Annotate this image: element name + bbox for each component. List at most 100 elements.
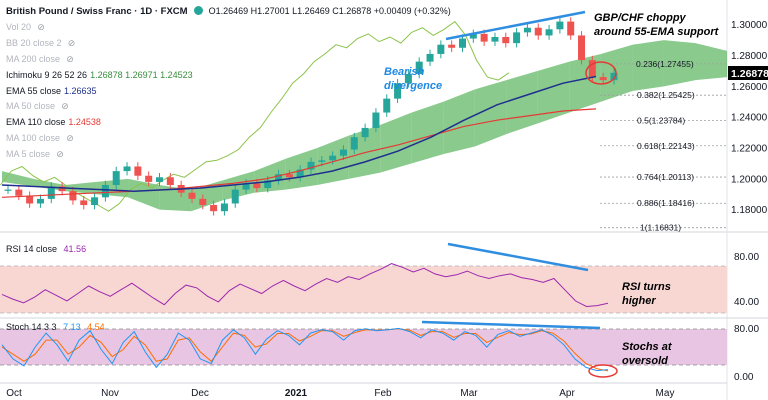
legend-header: British Pound / Swiss Franc · 1D · FXCM … (6, 4, 451, 20)
rsi-title[interactable]: RSI 14 close (6, 244, 58, 254)
candle-body (415, 61, 423, 74)
time-axis[interactable]: Oct Nov Dec 2021 Feb Mar Apr May (0, 382, 727, 399)
candle-body (513, 32, 521, 44)
candle-body (459, 38, 466, 48)
legend-row[interactable]: MA 200 close ⊘ (6, 52, 451, 68)
indicator-list: Vol 20 ⊘ BB 20 close 2 ⊘ MA 200 close ⊘ Ichimo… (6, 20, 451, 163)
candle-body (491, 36, 499, 42)
stoch-trendline (421, 320, 601, 330)
cloud-bull-segment (128, 178, 160, 210)
rsi-path (1, 263, 609, 308)
stoch-tick-80: 80.00 (734, 324, 759, 335)
rsi-tick-40: 40.00 (734, 297, 759, 308)
eye-off-icon[interactable]: ⊘ (61, 101, 69, 112)
legend-row[interactable]: MA 50 close ⊘ (6, 99, 451, 115)
candle-body (253, 183, 261, 189)
stoch-k-value: 7.13 (63, 322, 81, 332)
indicator-name: MA 50 close (6, 101, 56, 112)
last-price-tag (728, 66, 768, 80)
fib-label-0.236: 0.236(1.27455) (636, 59, 694, 69)
last-price-label: 1.26878 (731, 68, 768, 80)
chikou-line (0, 20, 510, 212)
legend: British Pound / Swiss Franc · 1D · FXCM … (6, 4, 451, 163)
candle-body (231, 189, 239, 204)
candle-body (69, 191, 77, 201)
candle-body (339, 149, 347, 156)
candle-body (188, 192, 196, 199)
stoch-d-value: 4.54 (87, 322, 105, 332)
candle-body (556, 21, 564, 30)
candle-body (383, 98, 391, 113)
stoch-circle (588, 364, 618, 378)
legend-row[interactable]: BB 20 close 2 ⊘ (6, 36, 451, 52)
candle-body (220, 203, 228, 212)
indicator-name: Vol 20 (6, 21, 32, 32)
candle-body (502, 36, 510, 44)
fib-label-0.886: 0.886(1.18416) (637, 198, 695, 208)
indicator-name: MA 5 close (6, 149, 51, 160)
legend-row[interactable]: Ichimoku 9 26 52 26 1.26878 1.26971 1.245… (6, 68, 451, 84)
price-trendline (445, 10, 586, 41)
annotation-divergence-1: Bearish (384, 66, 425, 78)
annotation-main-2: around 55-EMA support (594, 26, 720, 38)
cloud-bull-segment (632, 40, 664, 91)
rsi-band (0, 266, 727, 313)
candle-body (145, 175, 153, 182)
indicator-name: Ichimoku 9 26 52 26 (6, 69, 88, 80)
price-tick: 1.24000 (731, 113, 768, 124)
time-tick: Mar (460, 388, 478, 399)
legend-row[interactable]: EMA 55 close 1.26635 (6, 84, 451, 100)
eye-off-icon[interactable]: ⊘ (66, 133, 74, 144)
candle-body (426, 53, 434, 62)
candle-body (26, 195, 34, 204)
annotation-rsi-2: higher (622, 295, 656, 307)
candle-body (134, 166, 142, 176)
rsi-trendline (447, 242, 589, 272)
candle-body (91, 197, 99, 206)
indicator-value: 1.26635 (64, 85, 97, 96)
stoch-title[interactable]: Stoch 14 3 3 (6, 322, 57, 332)
time-tick: Nov (101, 388, 119, 399)
candle-body (610, 72, 618, 81)
legend-row[interactable]: MA 5 close ⊘ (6, 147, 451, 163)
price-tick: 1.18000 (731, 205, 768, 216)
rsi-panel[interactable]: 80.00 40.00 RSI turns higher (0, 242, 768, 319)
time-tick: Feb (374, 388, 392, 399)
candle-body (394, 83, 402, 99)
price-axis[interactable]: 1.30000 1.28000 1.26000 1.24000 1.22000 1.200… (731, 20, 768, 216)
eye-off-icon[interactable]: ⊘ (66, 53, 74, 64)
symbol-title[interactable]: British Pound / Swiss Franc · 1D · FXCM (6, 6, 188, 17)
candle-body (112, 171, 120, 185)
rsi-value: 41.56 (63, 244, 87, 254)
cloud-bull-segment (506, 70, 538, 135)
candle-body (329, 155, 337, 161)
support-circle (585, 61, 617, 85)
chikou-span (0, 20, 510, 212)
legend-row[interactable]: EMA 110 close 1.24538 (6, 115, 451, 131)
legend-row[interactable]: Vol 20 ⊘ (6, 20, 451, 36)
fib-label-0.764: 0.764(1.20113) (637, 172, 694, 182)
eye-off-icon[interactable]: ⊘ (56, 149, 64, 160)
candle-body (47, 186, 55, 199)
candle-body (166, 177, 174, 185)
cloud-bull-segment (474, 80, 507, 147)
stoch-legend: Stoch 14 3 3 7.13 4.54 (6, 322, 105, 332)
candle-body (578, 35, 586, 61)
ema110-line (1, 108, 597, 198)
candle-body (210, 205, 218, 212)
legend-row[interactable]: MA 100 close ⊘ (6, 131, 451, 147)
eye-off-icon[interactable]: ⊘ (67, 37, 76, 48)
indicator-name: MA 100 close (6, 133, 61, 144)
stoch-panel[interactable]: 80.00 0.00 Stochs at oversold (0, 320, 759, 383)
candle-body (275, 174, 283, 181)
time-tick: Dec (191, 388, 209, 399)
candle-body (599, 77, 607, 81)
fibonacci-levels: 0.236(1.27455) 0.382(1.25425) 0.5(1.23784)… (600, 59, 727, 233)
candle-body (15, 189, 23, 196)
eye-off-icon[interactable]: ⊘ (37, 21, 45, 32)
candle-body (404, 73, 412, 84)
stoch-k-path (1, 327, 609, 372)
